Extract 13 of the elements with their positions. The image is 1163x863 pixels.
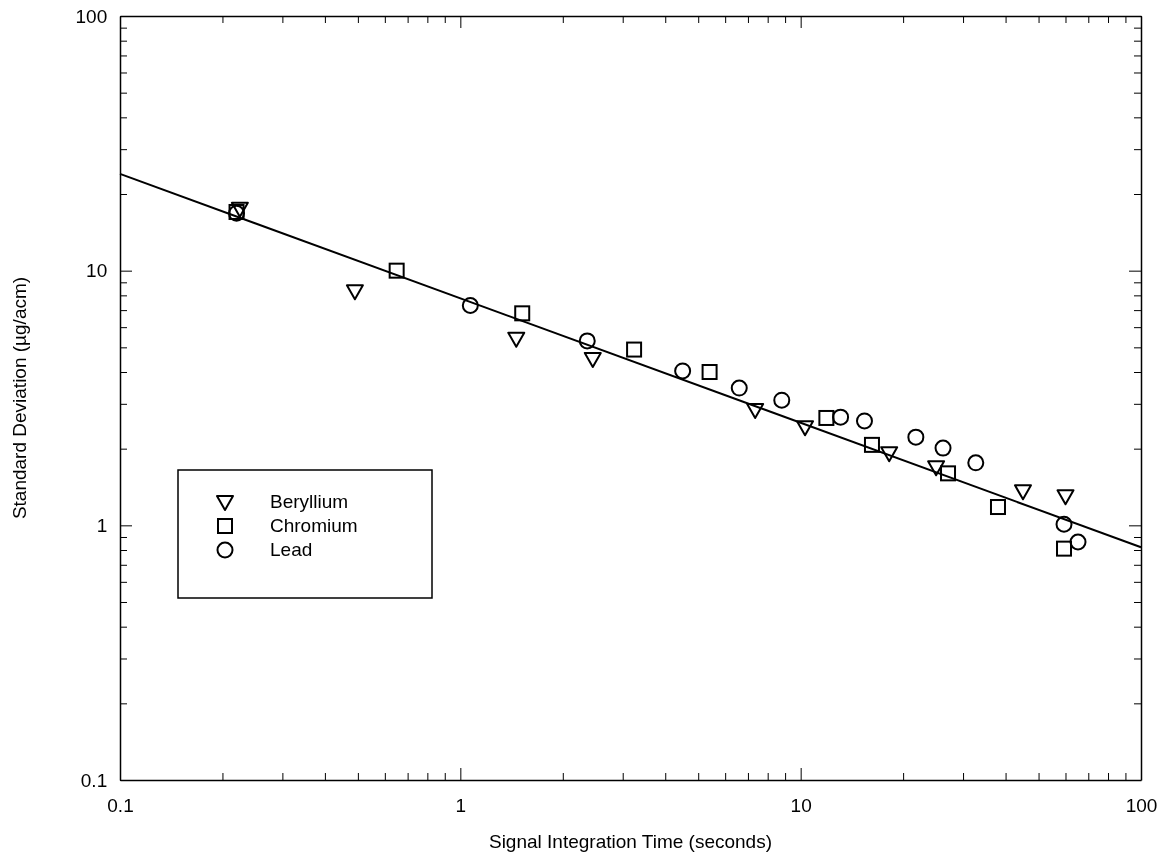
x-axis-title: Signal Integration Time (seconds) [488, 831, 773, 852]
legend-label: Chromium [270, 515, 358, 536]
x-tick-label: 1 [455, 794, 467, 816]
y-tick-label: 10 [86, 260, 108, 282]
x-tick-label: 10 [790, 794, 812, 816]
legend-label: Lead [270, 539, 313, 560]
y-tick-label: 1 [96, 514, 108, 536]
x-tick-label: 0.1 [107, 794, 134, 816]
y-tick-label: 100 [75, 5, 108, 27]
y-axis-title: Standard Deviation (µg/acm) [9, 276, 30, 520]
y-tick-label: 0.1 [80, 769, 108, 791]
x-tick-label: 100 [1125, 794, 1158, 816]
legend-label: Beryllium [270, 491, 349, 512]
